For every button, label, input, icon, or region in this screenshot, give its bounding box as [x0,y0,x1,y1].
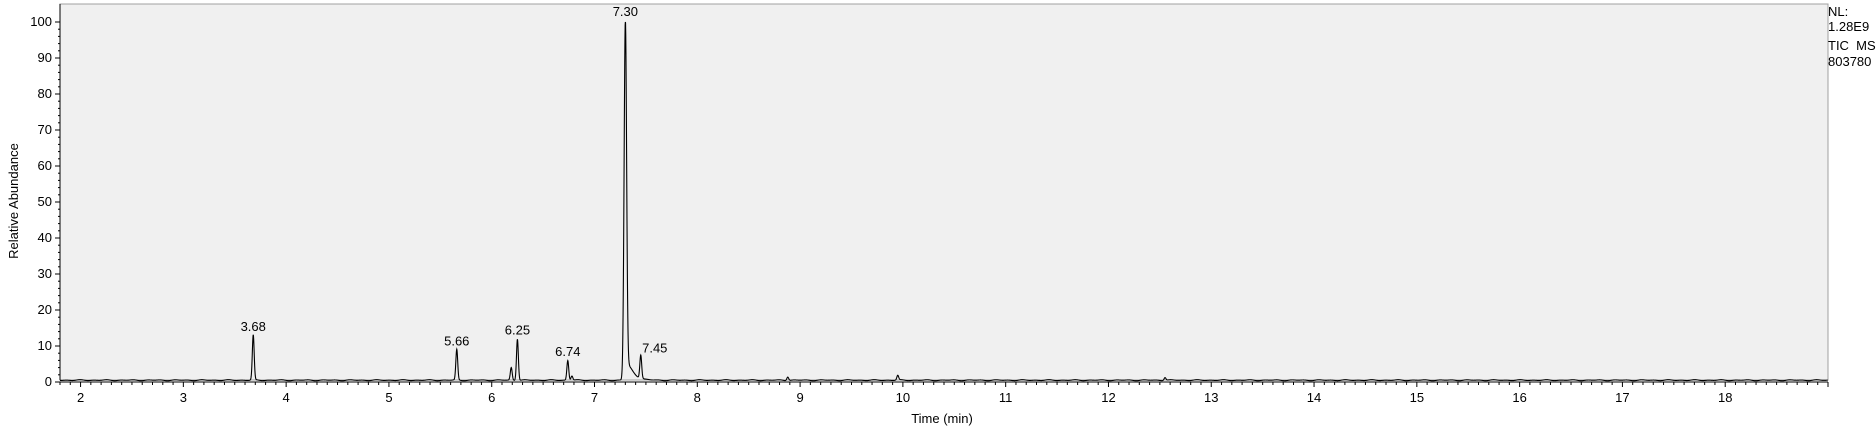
x-tick-label: 14 [1307,390,1321,405]
y-tick-label: 30 [38,266,52,281]
y-tick-label: 90 [38,50,52,65]
peak-label: 3.68 [241,319,266,334]
y-tick-label: 70 [38,122,52,137]
x-tick-label: 12 [1101,390,1115,405]
y-tick-label: 40 [38,230,52,245]
file-id: 803780 [1828,54,1871,69]
y-axis: 0 10 20 30 40 50 60 70 80 90 100 [30,4,61,389]
y-tick-label: 100 [30,14,52,29]
x-tick-label: 13 [1204,390,1218,405]
plot-area [59,3,1829,381]
peak-label: 6.25 [505,323,530,338]
x-tick-label: 10 [896,390,910,405]
x-tick-label: 15 [1410,390,1424,405]
x-axis: 2 3 4 5 6 7 8 9 10 11 12 13 14 15 16 17 18 [59,381,1829,405]
y-tick-label: 50 [38,194,52,209]
peak-labels: 3.68 5.66 6.25 6.74 7.30 7.45 [241,4,668,359]
x-tick-label: 5 [385,390,392,405]
y-tick-label: 0 [45,374,52,389]
peak-label: 5.66 [444,333,469,348]
trace-label: TIC MS [1828,38,1876,53]
y-axis-label: Relative Abundance [6,143,21,259]
y-tick-label: 60 [38,158,52,173]
x-tick-label: 18 [1718,390,1732,405]
nl-value: 1.28E9 [1828,19,1869,34]
x-tick-label: 7 [591,390,598,405]
x-tick-label: 3 [180,390,187,405]
y-tick-label: 10 [38,338,52,353]
nl-label: NL: [1828,4,1848,19]
peak-label: 7.45 [642,341,667,356]
x-tick-label: 16 [1512,390,1526,405]
x-tick-label: 9 [796,390,803,405]
chromatogram-trace [59,21,1828,382]
y-tick-label: 80 [38,86,52,101]
x-tick-label: 11 [999,390,1013,405]
x-axis-label: Time (min) [911,411,973,426]
x-tick-label: 8 [694,390,701,405]
x-tick-label: 2 [77,390,84,405]
x-tick-label: 4 [283,390,290,405]
x-tick-label: 17 [1615,390,1629,405]
y-tick-label: 20 [38,302,52,317]
peak-label: 6.74 [555,344,580,359]
peak-label: 7.30 [613,4,638,19]
x-tick-label: 6 [488,390,495,405]
